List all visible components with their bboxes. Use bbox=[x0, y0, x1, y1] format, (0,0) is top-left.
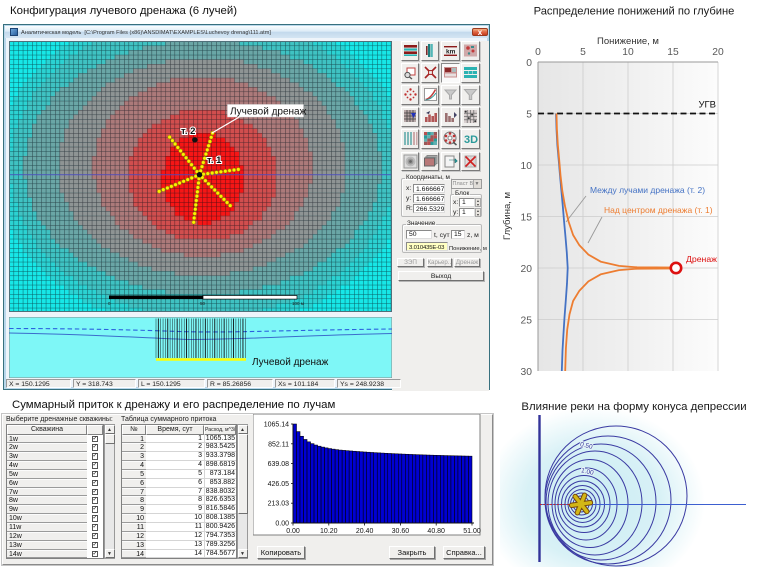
svg-text:Глубина, м: Глубина, м bbox=[502, 192, 513, 240]
svg-text:0.00: 0.00 bbox=[286, 528, 300, 535]
svg-text:km: km bbox=[446, 49, 456, 56]
svg-text:т. 2: т. 2 bbox=[181, 126, 195, 137]
svg-text:Лучевой дренаж: Лучевой дренаж bbox=[230, 107, 307, 118]
svg-text:213.03: 213.03 bbox=[268, 501, 290, 508]
svg-text:10: 10 bbox=[622, 47, 634, 58]
svg-text:Влияние реки на форму конуса д: Влияние реки на форму конуса депрессии bbox=[521, 401, 746, 413]
svg-text:30.60: 30.60 bbox=[392, 528, 410, 535]
svg-text:20: 20 bbox=[521, 264, 533, 275]
svg-text:10: 10 bbox=[521, 161, 533, 172]
svg-text:Над центром дренажа (т. 1): Над центром дренажа (т. 1) bbox=[604, 205, 713, 215]
svg-text:15: 15 bbox=[521, 213, 533, 224]
svg-text:30: 30 bbox=[521, 367, 533, 378]
svg-text:20.40: 20.40 bbox=[356, 528, 374, 535]
svg-text:0: 0 bbox=[108, 301, 111, 306]
svg-text:0.00: 0.00 bbox=[275, 521, 289, 528]
svg-text:50: 50 bbox=[200, 301, 206, 306]
svg-text:25: 25 bbox=[521, 316, 533, 327]
svg-text:852.11: 852.11 bbox=[268, 441, 289, 448]
svg-text:15: 15 bbox=[667, 47, 679, 58]
svg-text:Понижение, м: Понижение, м bbox=[597, 36, 659, 47]
svg-text:Распределение понижений по глу: Распределение понижений по глубине bbox=[534, 6, 735, 18]
svg-text:1.00: 1.00 bbox=[580, 467, 594, 477]
svg-text:51.00: 51.00 bbox=[463, 528, 481, 535]
svg-text:5: 5 bbox=[526, 110, 532, 121]
svg-text:40.80: 40.80 bbox=[427, 528, 445, 535]
svg-text:639.08: 639.08 bbox=[268, 461, 290, 468]
svg-text:100 м: 100 м bbox=[292, 301, 304, 306]
svg-text:Между лучами дренажа (т. 2): Между лучами дренажа (т. 2) bbox=[590, 185, 705, 195]
svg-text:0: 0 bbox=[535, 47, 541, 58]
svg-text:20: 20 bbox=[712, 47, 724, 58]
svg-text:1065.14: 1065.14 bbox=[264, 422, 289, 429]
svg-text:0.50: 0.50 bbox=[579, 441, 593, 451]
svg-text:Дренаж: Дренаж bbox=[686, 254, 717, 264]
svg-text:Лучевой дренаж: Лучевой дренаж bbox=[252, 357, 329, 368]
svg-text:УГВ: УГВ bbox=[698, 100, 716, 111]
svg-text:т. 1: т. 1 bbox=[207, 155, 222, 166]
svg-text:426.05: 426.05 bbox=[268, 481, 290, 488]
svg-text:3D: 3D bbox=[464, 134, 478, 146]
svg-text:10.20: 10.20 bbox=[320, 528, 338, 535]
svg-text:0: 0 bbox=[526, 58, 532, 69]
svg-text:5: 5 bbox=[580, 47, 586, 58]
